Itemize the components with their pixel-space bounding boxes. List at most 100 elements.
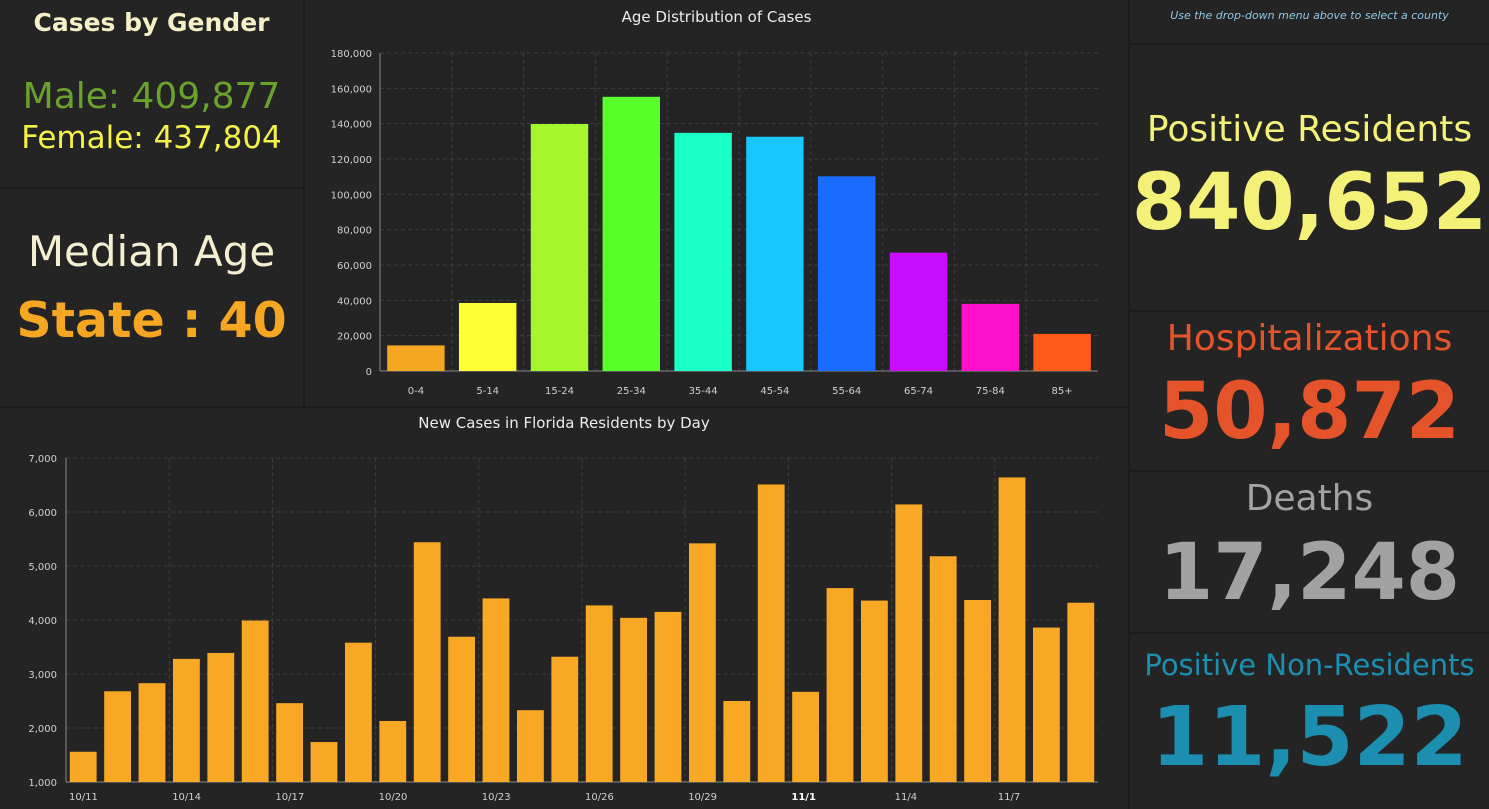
positive-residents-label: Positive Residents — [1146, 109, 1473, 150]
daily-bar — [172, 658, 200, 782]
hospitalizations-label: Hospitalizations — [1166, 318, 1453, 359]
x-tick-label: 75-84 — [976, 386, 1005, 397]
x-tick-label: 55-64 — [832, 386, 861, 397]
x-tick-label: 5-14 — [476, 386, 499, 397]
y-tick-label: 120,000 — [331, 155, 372, 166]
daily-bar — [585, 605, 613, 782]
hospitalizations-panel: Hospitalizations 50,872 — [1130, 312, 1489, 470]
age-bar — [961, 303, 1020, 371]
daily-bar — [241, 620, 269, 782]
x-tick-label: 65-74 — [904, 386, 933, 397]
county-note-panel: Use the drop-down menu above to select a… — [1130, 0, 1489, 43]
median-age-value: State : 40 — [16, 292, 287, 349]
age-bar — [602, 96, 661, 372]
age-bar — [674, 132, 732, 371]
daily-bar — [104, 691, 132, 782]
daily-bar — [207, 652, 235, 782]
y-tick-label: 1,000 — [28, 778, 57, 789]
x-tick-label: 10/11 — [69, 792, 98, 803]
daily-bar — [757, 484, 785, 782]
y-tick-label: 3,000 — [28, 670, 57, 681]
y-tick-label: 0 — [366, 367, 372, 378]
daily-bar — [310, 742, 338, 782]
x-tick-label: 35-44 — [689, 386, 718, 397]
x-tick-label: 0-4 — [408, 386, 424, 397]
daily-bar — [276, 703, 304, 782]
daily-bar — [138, 683, 166, 782]
y-tick-label: 180,000 — [331, 49, 372, 60]
age-bar — [387, 345, 445, 371]
age-distribution-panel: Age Distribution of Cases 0 20,000 40,000 6… — [305, 0, 1128, 406]
y-tick-label: 4,000 — [28, 616, 57, 627]
daily-bar — [998, 477, 1026, 782]
age-bar — [889, 252, 948, 371]
non-residents-panel: Positive Non-Residents 11,522 — [1130, 634, 1489, 809]
x-tick-label: 11/7 — [998, 792, 1020, 803]
y-tick-label: 80,000 — [337, 226, 372, 237]
daily-bar — [1032, 627, 1060, 782]
age-bar — [817, 176, 876, 371]
x-tick-label: 15-24 — [545, 386, 574, 397]
age-bar — [530, 124, 589, 372]
daily-bar — [344, 642, 372, 782]
x-tick-label: 11/1 — [791, 792, 816, 803]
daily-bar — [895, 504, 923, 782]
female-count: Female: 437,804 — [21, 120, 282, 156]
y-tick-label: 100,000 — [331, 190, 372, 201]
daily-bar — [1067, 602, 1095, 782]
deaths-value: 17,248 — [1159, 528, 1460, 618]
county-select-note: Use the drop-down menu above to select a… — [1170, 9, 1449, 22]
deaths-panel: Deaths 17,248 — [1130, 472, 1489, 632]
age-bar — [458, 302, 517, 371]
male-count: Male: 409,877 — [22, 76, 281, 117]
x-tick-label: 10/14 — [172, 792, 201, 803]
y-tick-label: 5,000 — [28, 562, 57, 573]
daily-bar — [413, 542, 441, 782]
gender-panel: Cases by Gender Male: 409,877 Female: 43… — [0, 0, 303, 187]
x-tick-label: 10/26 — [585, 792, 614, 803]
non-residents-label: Positive Non-Residents — [1144, 648, 1475, 682]
daily-bar — [688, 543, 716, 782]
daily-bar — [551, 656, 579, 782]
y-tick-label: 140,000 — [331, 120, 372, 131]
x-tick-label: 11/4 — [895, 792, 917, 803]
x-tick-label: 10/23 — [482, 792, 511, 803]
x-tick-label: 10/17 — [275, 792, 304, 803]
y-tick-label: 160,000 — [331, 84, 372, 95]
x-tick-label: 85+ — [1052, 386, 1073, 397]
deaths-label: Deaths — [1245, 478, 1374, 519]
x-tick-label: 10/20 — [379, 792, 408, 803]
daily-bar — [654, 611, 682, 782]
x-tick-label: 10/29 — [688, 792, 717, 803]
y-tick-label: 7,000 — [28, 454, 57, 465]
non-residents-value: 11,522 — [1151, 690, 1468, 785]
daily-bar — [482, 598, 510, 782]
daily-bar — [723, 701, 751, 782]
age-bar — [746, 136, 804, 371]
positive-residents-panel: Positive Residents 840,652 — [1130, 45, 1489, 310]
positive-residents-value: 840,652 — [1131, 158, 1488, 248]
daily-bar — [69, 751, 97, 782]
age-chart-title: Age Distribution of Cases — [621, 8, 812, 26]
daily-bar — [448, 636, 476, 782]
median-age-panel: Median Age State : 40 — [0, 189, 303, 406]
daily-bar — [516, 710, 544, 782]
daily-chart-title: New Cases in Florida Residents by Day — [418, 414, 710, 432]
daily-bar — [860, 600, 888, 782]
x-tick-label: 45-54 — [760, 386, 789, 397]
daily-bar — [620, 617, 648, 782]
daily-cases-panel: New Cases in Florida Residents by Day 1,… — [0, 408, 1128, 809]
daily-bar — [379, 720, 407, 782]
y-tick-label: 60,000 — [337, 261, 372, 272]
gender-title: Cases by Gender — [33, 8, 270, 37]
daily-cases-chart[interactable]: 1,000 2,000 3,000 4,000 5,000 6,000 7,000 10/11… — [0, 408, 1128, 809]
hospitalizations-value: 50,872 — [1159, 367, 1460, 457]
y-tick-label: 6,000 — [28, 508, 57, 519]
daily-bar — [929, 556, 957, 782]
x-tick-label: 25-34 — [617, 386, 646, 397]
median-age-label: Median Age — [27, 227, 276, 276]
age-distribution-chart[interactable]: 0 20,000 40,000 60,000 80,000 100,000 120,000 1… — [305, 0, 1128, 406]
age-bar — [1033, 333, 1091, 371]
y-tick-label: 40,000 — [337, 296, 372, 307]
daily-bar — [964, 600, 992, 782]
